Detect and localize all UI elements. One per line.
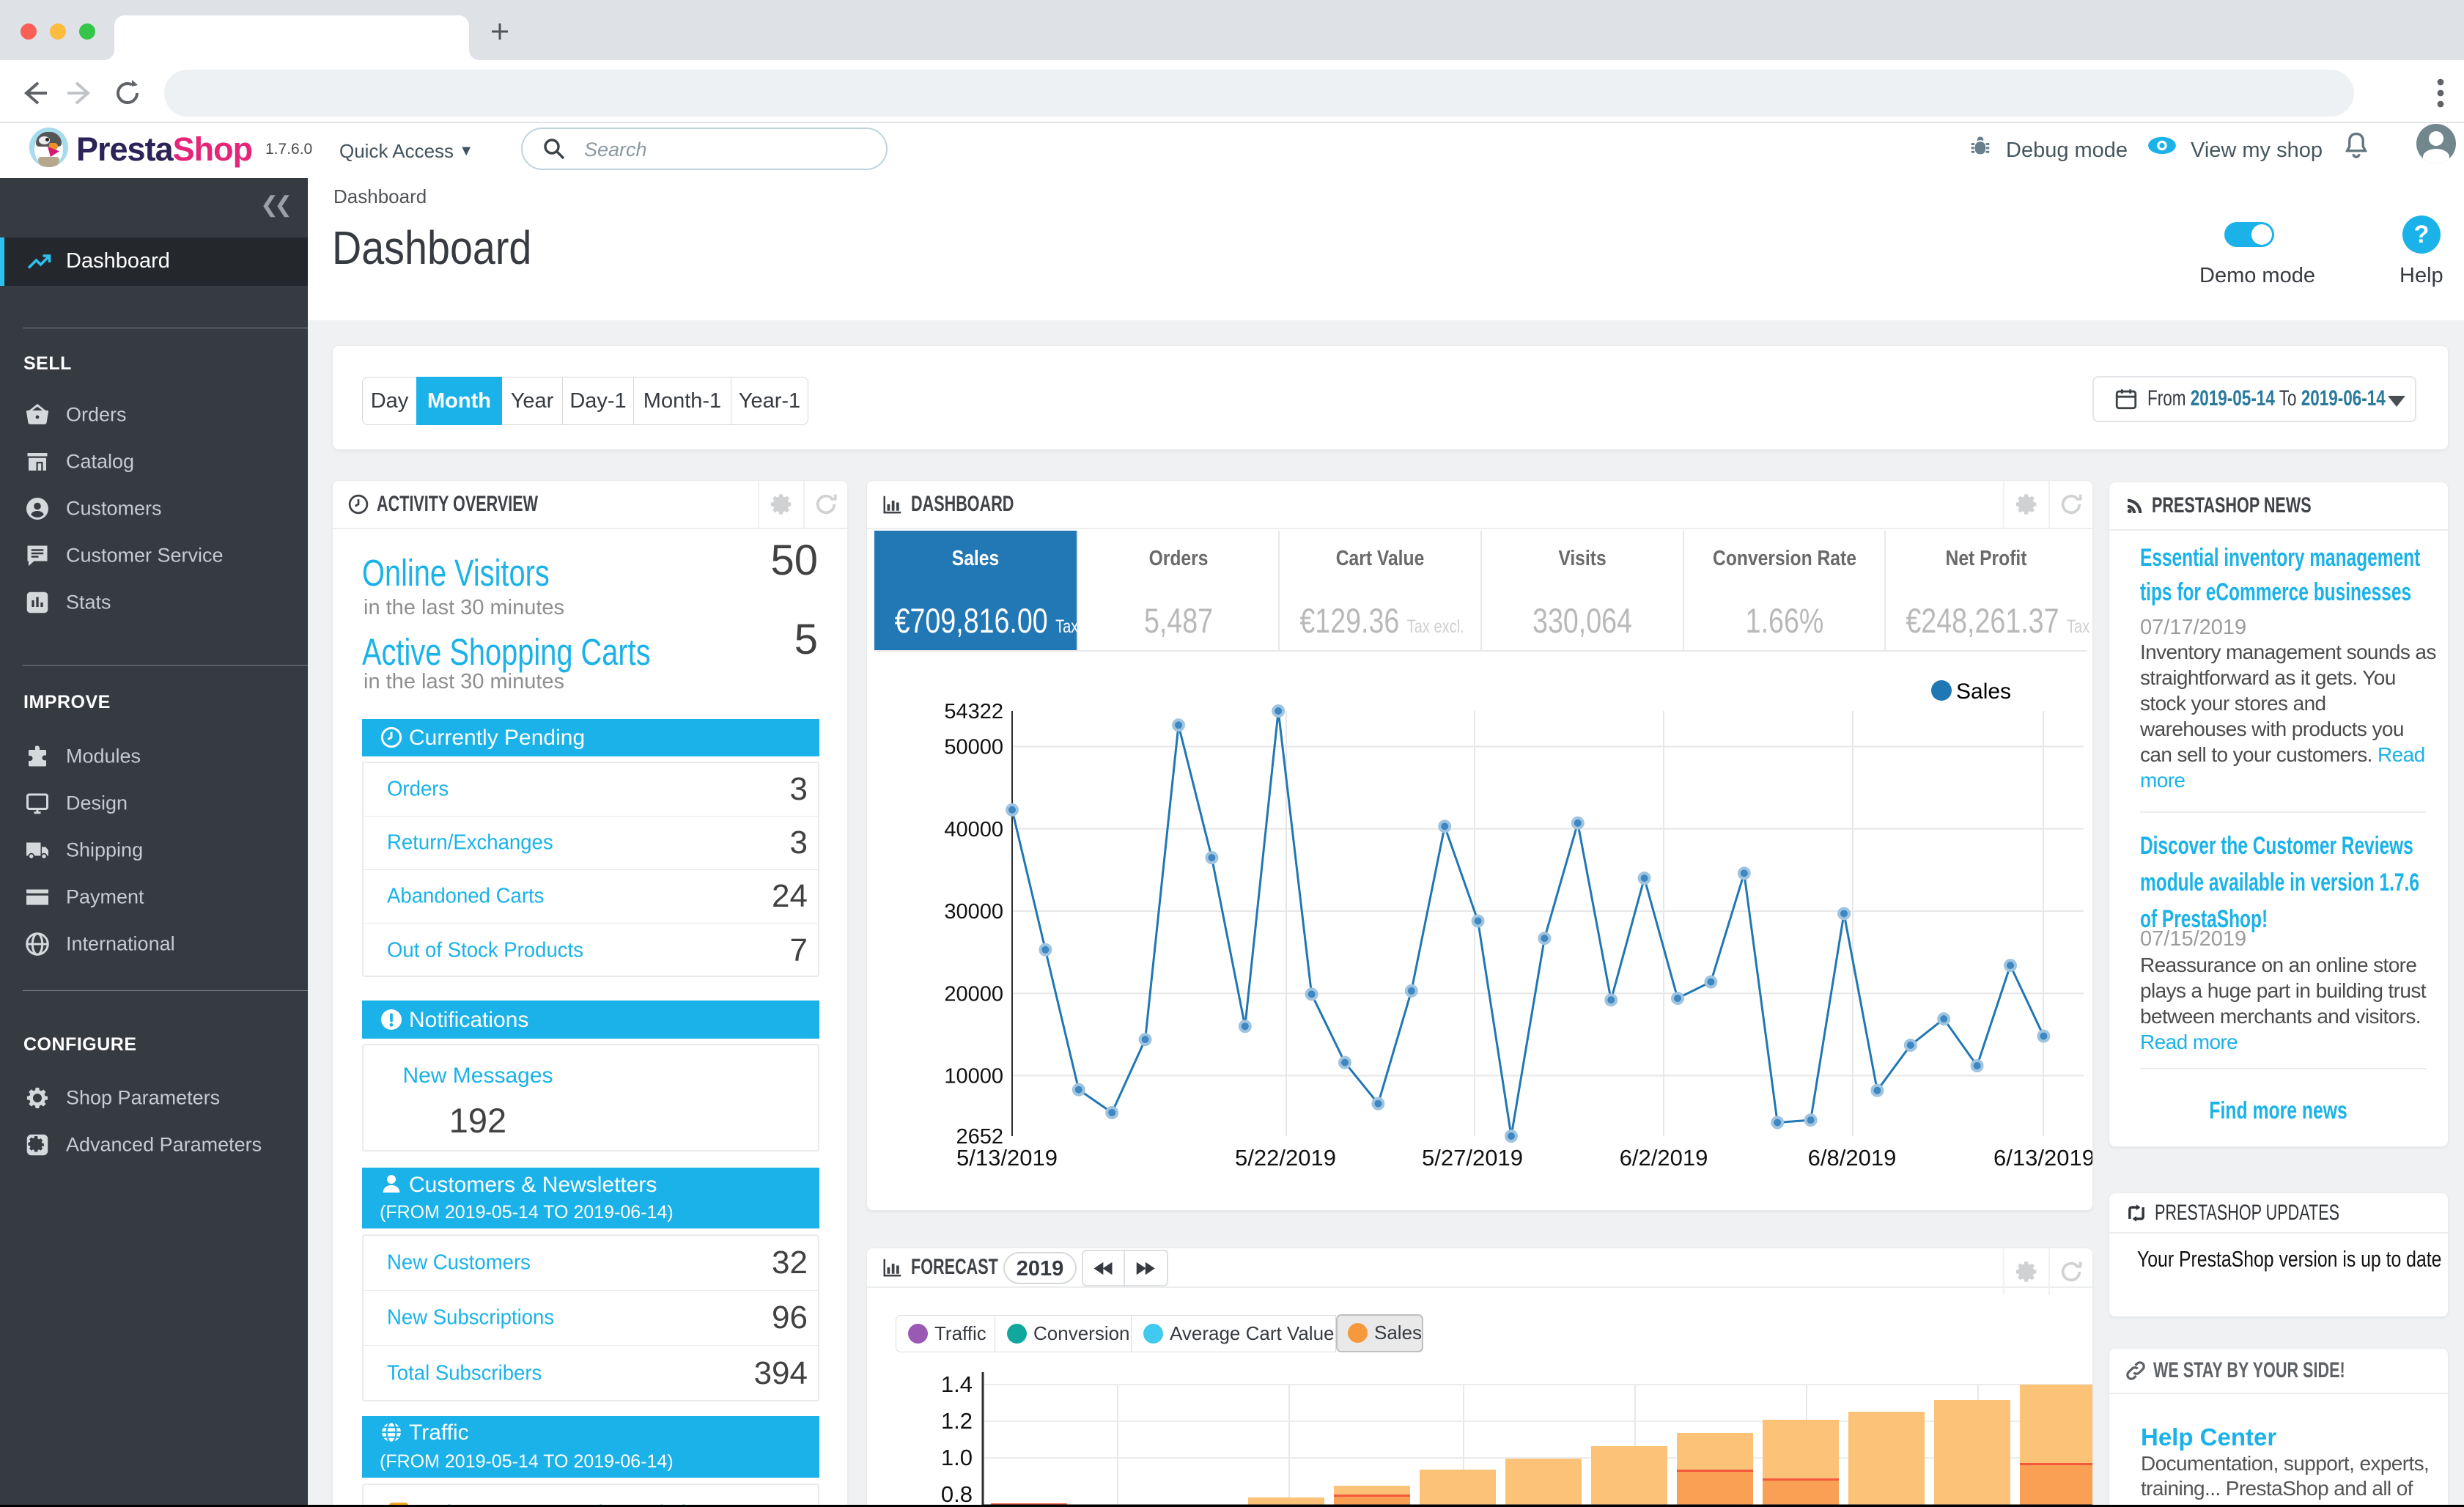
svg-text:10000: 10000 bbox=[944, 1065, 1003, 1088]
svg-text:5/27/2019: 5/27/2019 bbox=[1422, 1145, 1523, 1171]
svg-text:5/22/2019: 5/22/2019 bbox=[1235, 1145, 1336, 1171]
svg-text:1.4: 1.4 bbox=[941, 1372, 973, 1397]
svg-text:54322: 54322 bbox=[944, 700, 1003, 723]
svg-text:Sales: Sales bbox=[1956, 679, 2011, 704]
svg-text:6/13/2019: 6/13/2019 bbox=[1993, 1145, 2093, 1171]
svg-text:1.0: 1.0 bbox=[941, 1445, 973, 1470]
svg-text:6/2/2019: 6/2/2019 bbox=[1620, 1145, 1708, 1171]
svg-text:50000: 50000 bbox=[944, 736, 1003, 759]
svg-text:6/8/2019: 6/8/2019 bbox=[1808, 1145, 1897, 1171]
svg-text:1.2: 1.2 bbox=[941, 1408, 973, 1434]
svg-text:5/13/2019: 5/13/2019 bbox=[956, 1145, 1058, 1171]
svg-text:0.8: 0.8 bbox=[941, 1481, 973, 1507]
svg-text:30000: 30000 bbox=[944, 900, 1003, 924]
svg-text:20000: 20000 bbox=[944, 982, 1003, 1006]
svg-text:40000: 40000 bbox=[944, 818, 1003, 841]
svg-text:2652: 2652 bbox=[956, 1125, 1003, 1149]
